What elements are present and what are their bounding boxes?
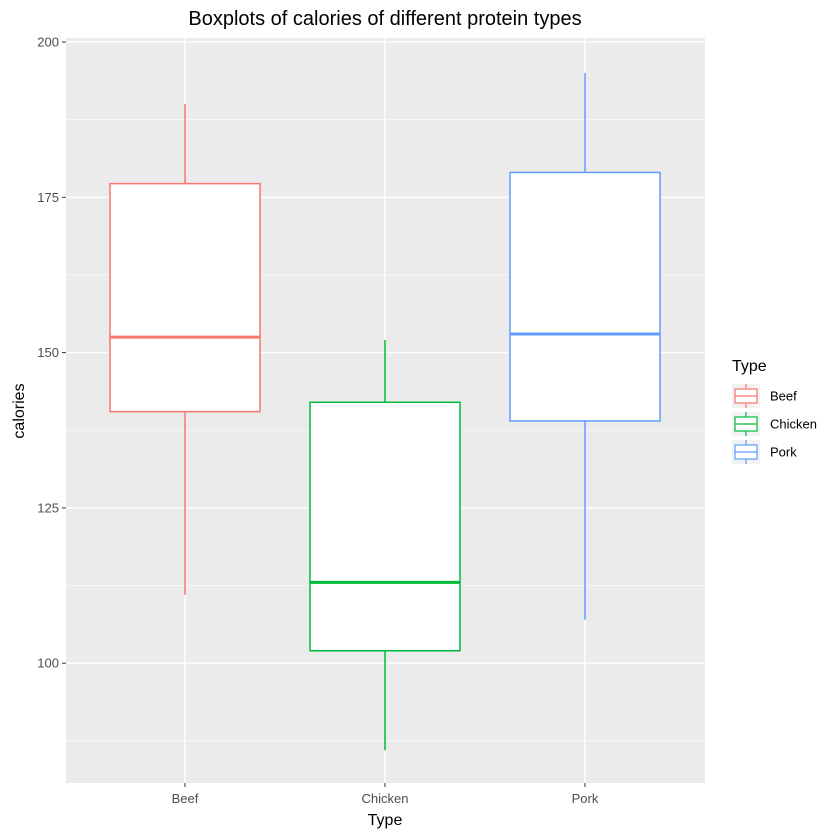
y-tick-label: 100 bbox=[37, 656, 59, 671]
x-tick-label: Beef bbox=[172, 791, 199, 806]
y-tick-label: 150 bbox=[37, 345, 59, 360]
chart-title: Boxplots of calories of different protei… bbox=[188, 8, 581, 30]
x-tick-label: Chicken bbox=[362, 791, 409, 806]
box-beef bbox=[109, 182, 261, 413]
y-axis-title: calories bbox=[11, 383, 28, 438]
legend-title: Type bbox=[732, 358, 767, 375]
box-chicken bbox=[309, 401, 461, 652]
y-tick-label: 200 bbox=[37, 35, 59, 50]
x-tick-label: Pork bbox=[572, 791, 599, 806]
legend-label-pork: Pork bbox=[770, 445, 797, 460]
legend-label-chicken: Chicken bbox=[770, 417, 817, 432]
x-axis-title: Type bbox=[368, 812, 403, 829]
y-tick-label: 175 bbox=[37, 190, 59, 205]
box-pork bbox=[509, 171, 661, 422]
y-tick-label: 125 bbox=[37, 500, 59, 515]
legend-label-beef: Beef bbox=[770, 389, 797, 404]
